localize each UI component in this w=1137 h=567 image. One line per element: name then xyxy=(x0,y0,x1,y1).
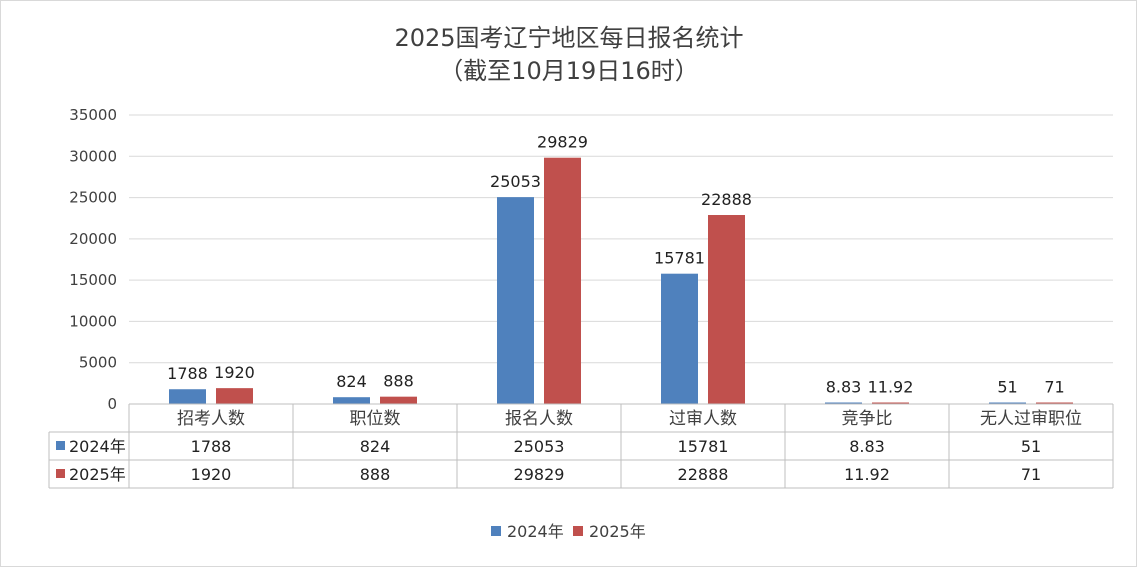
bar xyxy=(497,197,534,404)
category-label: 竞争比 xyxy=(842,409,893,429)
table-cell: 1788 xyxy=(191,437,232,456)
legend-swatch xyxy=(491,526,501,536)
category-label: 过审人数 xyxy=(669,409,737,429)
data-label: 29829 xyxy=(537,133,588,152)
table-cell: 29829 xyxy=(514,465,565,484)
data-label: 824 xyxy=(336,372,367,391)
category-label: 招考人数 xyxy=(177,409,245,429)
table-cell: 25053 xyxy=(514,437,565,456)
data-label: 8.83 xyxy=(826,378,862,397)
data-label: 51 xyxy=(997,378,1017,397)
bar xyxy=(169,389,206,404)
table-cell: 51 xyxy=(1021,437,1041,456)
category-label: 报名人数 xyxy=(505,409,573,429)
legend-label: 2025年 xyxy=(589,522,646,541)
bar xyxy=(825,402,862,404)
y-tick-label: 35000 xyxy=(69,106,117,124)
table-cell: 11.92 xyxy=(844,465,890,484)
table-cell: 824 xyxy=(360,437,391,456)
bar xyxy=(989,402,1026,404)
y-tick-label: 20000 xyxy=(69,230,117,248)
legend: 2024年 2025年 xyxy=(491,522,646,541)
data-label: 888 xyxy=(383,372,414,391)
table-legend-key xyxy=(56,469,65,478)
chart-subtitle: （截至10月19日16时） xyxy=(439,57,699,85)
table-cell: 71 xyxy=(1021,465,1041,484)
gridlines xyxy=(129,114,1113,405)
category-label: 职位数 xyxy=(350,409,401,429)
data-label: 22888 xyxy=(701,190,752,209)
bar xyxy=(661,273,698,404)
y-axis-ticks: 0 5000 10000 15000 20000 25000 30000 35000 xyxy=(69,106,117,413)
table-series-name: 2025年 xyxy=(69,465,126,484)
table-cell: 15781 xyxy=(678,437,729,456)
data-label: 1920 xyxy=(214,363,255,382)
data-label: 71 xyxy=(1044,378,1064,397)
legend-swatch xyxy=(573,526,583,536)
category-label: 无人过审职位 xyxy=(980,409,1082,429)
bar xyxy=(544,157,581,404)
bar xyxy=(333,397,370,404)
y-tick-label: 10000 xyxy=(69,312,117,330)
bar xyxy=(708,215,745,404)
bar xyxy=(216,388,253,404)
data-labels: 1788 1920 824 888 25053 29829 15781 22888 8.83 11… xyxy=(167,133,1065,397)
bar xyxy=(872,402,909,404)
data-table: 招考人数 职位数 报名人数 过审人数 竞争比 无人过审职位 2024年 1788 824 2505… xyxy=(48,403,1114,489)
bar xyxy=(380,396,417,404)
bar xyxy=(1036,402,1073,404)
y-tick-label: 15000 xyxy=(69,271,117,289)
legend-label: 2024年 xyxy=(507,522,564,541)
bars xyxy=(169,157,1073,404)
data-label: 25053 xyxy=(490,172,541,191)
table-cell: 888 xyxy=(360,465,391,484)
table-series-name: 2024年 xyxy=(69,437,126,456)
data-label: 11.92 xyxy=(868,378,914,397)
y-tick-label: 25000 xyxy=(69,189,117,207)
table-cell: 22888 xyxy=(678,465,729,484)
table-legend-key xyxy=(56,441,65,450)
table-cell: 1920 xyxy=(191,465,232,484)
data-label: 15781 xyxy=(654,249,705,268)
table-cell: 8.83 xyxy=(849,437,885,456)
y-tick-label: 30000 xyxy=(69,147,117,165)
data-label: 1788 xyxy=(167,364,208,383)
chart-title: 2025国考辽宁地区每日报名统计 xyxy=(394,24,743,52)
y-tick-label: 5000 xyxy=(79,354,117,372)
y-tick-label: 0 xyxy=(107,395,117,413)
